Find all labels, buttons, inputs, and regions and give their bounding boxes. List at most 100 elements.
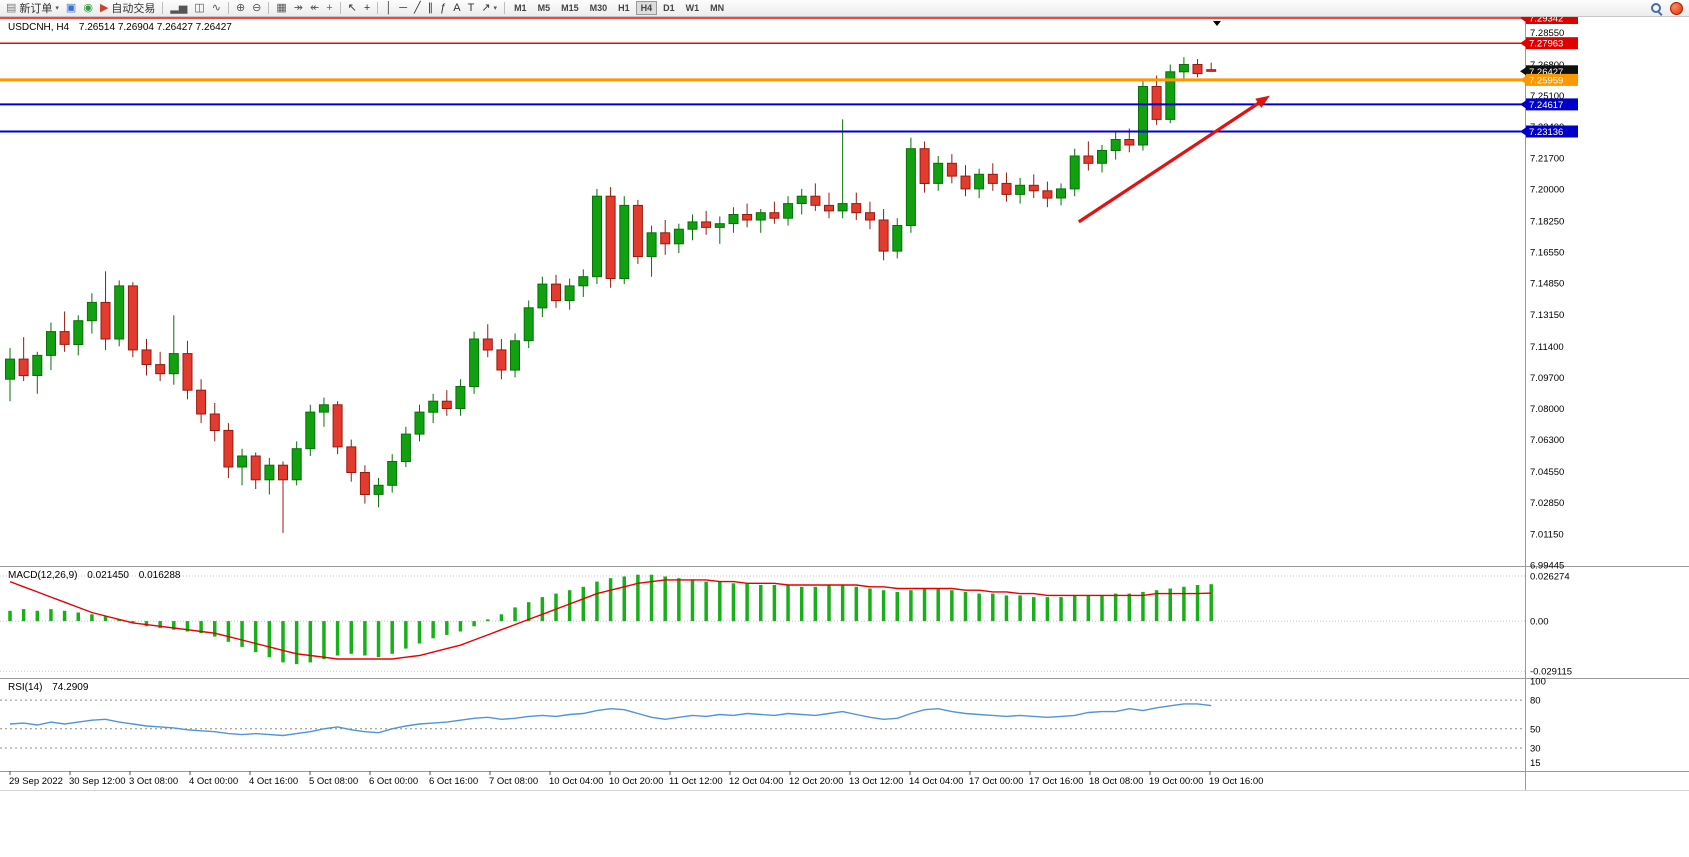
candle-body [441, 400, 452, 410]
profiles-icon-glyph: ▣ [65, 2, 77, 14]
candle-body [332, 404, 343, 448]
toolbar-separator [377, 2, 379, 14]
candle-body [728, 214, 739, 225]
candle-body [510, 340, 520, 371]
auto-trading-button[interactable]: ▶ 自动交易 [97, 1, 158, 16]
time-axis-label: 10 Oct 20:00 [609, 776, 663, 787]
crosshair-button[interactable]: + [361, 1, 373, 16]
zoom-out-button[interactable]: ⊖ [249, 1, 264, 16]
timeframe-m30-button[interactable]: M30 [589, 3, 608, 13]
chart-shift-button[interactable]: ↞ [307, 1, 322, 16]
bar-chart-type-button[interactable]: ▂▅ [167, 1, 190, 16]
time-axis-label: 17 Oct 00:00 [969, 776, 1023, 787]
crosshair-glyph: + [363, 2, 371, 14]
macd-panel[interactable] [0, 574, 1525, 672]
rsi-axis-label: 15 [1530, 758, 1541, 769]
timeframe-m1-button[interactable]: M1 [514, 3, 527, 13]
toolbar-separator [268, 2, 270, 14]
time-axis-label: 3 Oct 08:00 [129, 776, 178, 787]
arrows-button[interactable]: ↗ ▾ [478, 1, 500, 16]
fibonacci-button[interactable]: ƒ [437, 1, 449, 16]
price-axis-label: 7.02850 [1530, 498, 1564, 509]
timeframe-h4-button[interactable]: H4 [635, 1, 658, 15]
price-badge-7.27963: 7.27963 [1520, 37, 1578, 50]
chart-symbol-period: USDCNH, H4 [8, 22, 70, 33]
candle-body [592, 195, 602, 278]
candle-body [1069, 155, 1080, 190]
candle-body [810, 195, 821, 206]
candle-body [523, 307, 534, 342]
price-axis-label: 7.21700 [1530, 153, 1564, 164]
macd-axis-label: -0.029115 [1530, 667, 1572, 678]
timeframe-mn-button[interactable]: MN [710, 3, 725, 13]
timeframe-h1-button[interactable]: H1 [618, 3, 630, 13]
candle-body [783, 203, 794, 219]
candle-body [400, 433, 411, 463]
text-label-button[interactable]: T [465, 1, 478, 16]
price-axis-label: 7.18250 [1530, 216, 1564, 227]
time-axis-label: 12 Oct 04:00 [729, 776, 783, 787]
candle-body [278, 464, 288, 481]
price-axis-label: 7.04550 [1530, 467, 1564, 478]
candle-body [1165, 71, 1176, 120]
time-axis-label: 13 Oct 12:00 [849, 776, 903, 787]
candle-body [1097, 150, 1107, 164]
line-chart-type-button[interactable]: ∿ [209, 1, 224, 16]
vertical-line-button[interactable]: │ [382, 1, 395, 16]
candle-body [305, 411, 316, 450]
candle-body [1151, 86, 1162, 120]
trend-arrow[interactable] [1077, 97, 1267, 224]
notification-icon[interactable] [1667, 1, 1686, 16]
horizontal-line-glyph: ─ [399, 2, 407, 14]
svg-text:7.24617: 7.24617 [1529, 100, 1563, 111]
tile-windows-button[interactable]: ▦ [273, 1, 289, 16]
trendline-button[interactable]: ╱ [411, 1, 424, 16]
price-axis[interactable]: 7.285507.268007.251007.234007.217007.200… [1530, 28, 1572, 769]
timeframe-d1-button[interactable]: D1 [663, 3, 675, 13]
chart-title: USDCNH, H4 7.26514 7.26904 7.26427 7.264… [8, 22, 232, 33]
auto-trading-glyph: ▶ [99, 2, 109, 14]
search-icon[interactable] [1647, 1, 1666, 16]
new-order-button[interactable]: ▤ 新订单 ▾ [3, 1, 62, 16]
auto-trading-button-label: 自动交易 [111, 3, 156, 15]
svg-text:7.29342: 7.29342 [1529, 14, 1563, 25]
zoom-in-button[interactable]: ⊕ [233, 1, 248, 16]
timeframe-w1-button[interactable]: W1 [685, 3, 700, 13]
horizontal-line-button[interactable]: ─ [396, 1, 410, 16]
candle-body [291, 448, 302, 481]
candle-body [373, 484, 384, 495]
timeframe-m15-button[interactable]: M15 [561, 3, 579, 13]
candle-body [673, 228, 684, 245]
candle-body [1028, 184, 1039, 192]
timeframe-m5-button[interactable]: M5 [537, 3, 551, 13]
chart-shift-glyph: ↞ [310, 2, 320, 14]
candle-body [209, 413, 220, 431]
data-window-icon[interactable]: ◉ [80, 1, 96, 16]
indicators-button[interactable]: + [323, 1, 335, 16]
search-icon [1650, 2, 1663, 15]
panel-separators [0, 18, 1689, 791]
equidistant-channel-button[interactable]: ∥ [425, 1, 437, 16]
candlestick-chart-type-button[interactable]: ◫ [191, 1, 207, 16]
cursor-button[interactable]: ↖ [345, 1, 360, 16]
candle-body [455, 386, 466, 409]
price-axis-label: 7.11400 [1530, 342, 1564, 353]
candle-body [264, 464, 275, 481]
arrows-glyph: ↗ [481, 2, 491, 14]
time-axis-label: 30 Sep 12:00 [69, 776, 126, 787]
rsi-panel[interactable] [0, 699, 1525, 749]
time-axis-label: 17 Oct 16:00 [1029, 776, 1083, 787]
price-badge-7.23136: 7.23136 [1520, 125, 1578, 138]
candle-body [496, 349, 507, 371]
main-chart-layer[interactable] [0, 17, 1525, 533]
time-axis[interactable]: 29 Sep 2022 30 Sep 12:00 3 Oct 08:00 4 Oct … [9, 771, 1263, 787]
candle-body [619, 204, 630, 280]
auto-scroll-button[interactable]: ↠ [291, 1, 306, 16]
text-button[interactable]: A [450, 1, 463, 16]
candle-body [796, 195, 807, 204]
candle-body [837, 203, 848, 212]
chevron-down-icon: ▾ [493, 5, 498, 12]
profiles-icon[interactable]: ▣ [63, 1, 79, 16]
